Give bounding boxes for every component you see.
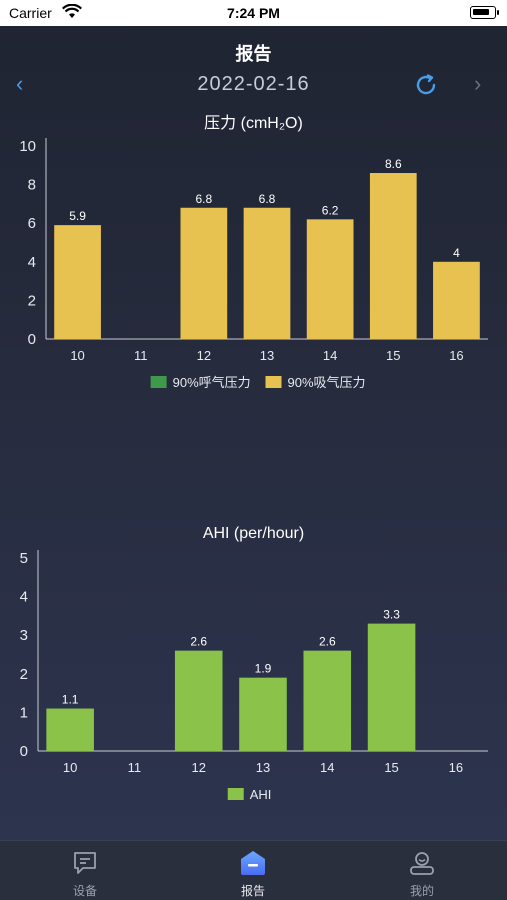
ahi-data-label: 3.3 [383, 608, 400, 622]
ahi-x-tick-label: 16 [449, 760, 463, 775]
pressure-x-tick-label: 10 [70, 348, 84, 363]
chevron-left-icon[interactable]: ‹ [16, 71, 24, 96]
ahi-x-tick-label: 14 [320, 760, 334, 775]
ahi-x-tick-label: 15 [384, 760, 398, 775]
ahi-x-tick-label: 12 [191, 760, 205, 775]
chevron-right-icon[interactable]: › [474, 71, 482, 96]
ahi-legend-label: AHI [250, 787, 272, 802]
ahi-title: AHI (per/hour) [203, 525, 304, 542]
ahi-bar[interactable] [367, 623, 416, 751]
tab-mine[interactable]: 我的 [377, 849, 467, 898]
current-date: 2022-02-16 [197, 73, 310, 95]
pressure-chart: 压力 (cmH₂O) 0 2 4 6 8 10 10 5.9 11 12 6.8 13 6.8 14 6.2 1… [0, 108, 507, 408]
refresh-icon[interactable] [414, 73, 438, 97]
pressure-title: 压力 (cmH₂O) [204, 114, 303, 132]
pressure-data-label: 8.6 [385, 157, 402, 171]
ahi-x-tick-label: 13 [256, 760, 270, 775]
ahi-y-tick-label: 1 [20, 704, 28, 721]
pressure-bar[interactable] [306, 219, 354, 339]
tab-report-label: 报告 [240, 884, 265, 898]
tab-device-label: 设备 [72, 884, 97, 898]
ahi-bar[interactable] [174, 650, 223, 751]
ahi-y-tick-label: 0 [20, 743, 28, 760]
pressure-x-tick-label: 12 [197, 348, 211, 363]
pressure-bar[interactable] [433, 261, 480, 339]
pressure-data-label: 6.2 [322, 203, 339, 217]
pressure-data-label: 4 [453, 246, 460, 260]
ahi-y-tick-label: 5 [20, 550, 28, 567]
ahi-data-label: 2.6 [190, 635, 207, 649]
pressure-x-tick-label: 14 [323, 348, 337, 363]
clock: 7:24 PM [227, 5, 280, 21]
tab-mine-label: 我的 [409, 884, 434, 898]
pressure-bar[interactable] [369, 173, 417, 339]
pressure-legend-label: 90%吸气压力 [288, 375, 366, 390]
tab-bar: 设备 报告 我的 [0, 840, 507, 900]
ahi-bar[interactable] [46, 708, 94, 751]
tab-device[interactable]: 设备 [40, 849, 130, 898]
pressure-y-tick-label: 4 [28, 254, 36, 271]
status-bar: Carrier 7:24 PM [0, 0, 507, 26]
pressure-bar[interactable] [243, 207, 291, 339]
ahi-data-label: 1.9 [255, 662, 272, 676]
date-navigator: ‹ 2022-02-16 › [0, 70, 507, 100]
pressure-data-label: 6.8 [196, 192, 213, 206]
ahi-x-tick-label: 11 [128, 760, 142, 775]
pressure-legend-swatch[interactable] [150, 376, 167, 388]
ahi-chart: AHI (per/hour) 0 1 2 3 4 5 10 1.1 11 12 2.6 13 1.9 14 2… [0, 518, 507, 818]
ahi-bar[interactable] [239, 677, 287, 751]
pressure-chart-svg: 压力 (cmH₂O) 0 2 4 6 8 10 10 5.9 11 12 6.8 13 6.8 14 6.2 1… [19, 114, 488, 390]
ahi-legend-swatch[interactable] [227, 788, 244, 800]
pressure-data-label: 6.8 [259, 192, 276, 206]
ahi-bar[interactable] [303, 650, 352, 751]
pressure-legend-label: 90%呼气压力 [173, 375, 251, 390]
ahi-data-label: 1.1 [62, 693, 79, 707]
message-icon [74, 852, 96, 874]
pressure-bar[interactable] [54, 225, 101, 339]
pressure-x-tick-label: 13 [260, 348, 274, 363]
ahi-y-tick-label: 4 [20, 589, 28, 606]
pressure-x-tick-label: 16 [449, 348, 463, 363]
ahi-data-label: 2.6 [319, 635, 336, 649]
pressure-x-tick-label: 11 [134, 348, 148, 363]
ahi-x-tick-label: 10 [63, 760, 77, 775]
carrier-label: Carrier [9, 5, 52, 21]
tab-report[interactable]: 报告 [208, 849, 298, 898]
pressure-x-tick-label: 15 [386, 348, 400, 363]
battery-icon [470, 6, 499, 19]
pressure-y-tick-label: 0 [28, 331, 36, 348]
pressure-y-tick-label: 10 [19, 138, 36, 155]
pressure-bar[interactable] [180, 207, 228, 339]
pressure-legend-swatch[interactable] [265, 376, 282, 388]
wifi-icon [62, 4, 82, 18]
report-icon [241, 851, 265, 875]
pressure-y-tick-label: 8 [28, 177, 36, 194]
ahi-y-tick-label: 3 [20, 627, 28, 644]
user-icon [410, 852, 434, 875]
ahi-y-tick-label: 2 [20, 666, 28, 683]
pressure-data-label: 5.9 [69, 209, 86, 223]
pressure-y-tick-label: 2 [28, 292, 36, 309]
pressure-y-tick-label: 6 [28, 215, 36, 232]
page-title: 报告 [235, 44, 272, 64]
